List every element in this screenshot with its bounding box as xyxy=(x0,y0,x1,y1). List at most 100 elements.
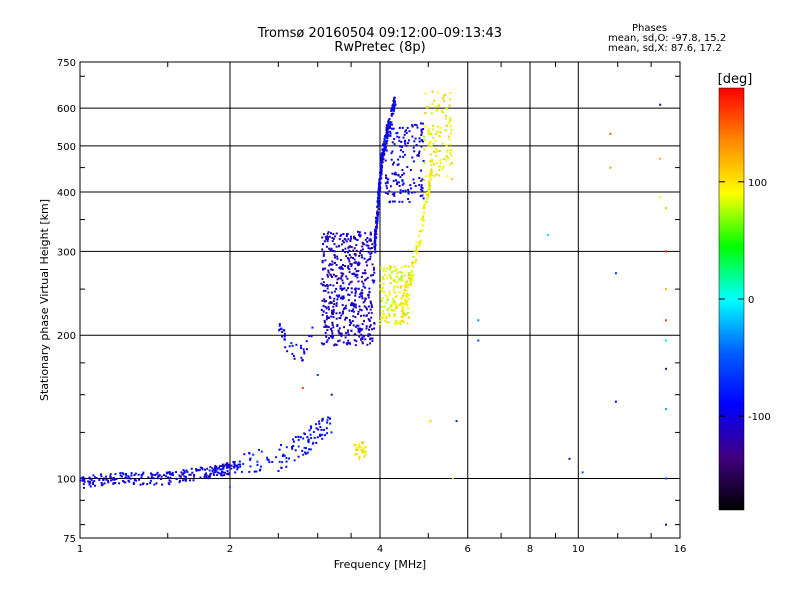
data-point xyxy=(344,318,347,321)
data-point xyxy=(347,238,350,241)
data-point xyxy=(396,131,399,134)
data-point xyxy=(182,472,185,475)
data-point xyxy=(362,448,365,450)
data-point xyxy=(371,243,374,246)
data-point xyxy=(438,103,441,106)
data-point xyxy=(341,267,343,270)
data-point xyxy=(375,220,378,223)
data-point xyxy=(407,297,410,300)
data-point xyxy=(201,468,204,471)
data-point xyxy=(249,458,252,461)
data-point xyxy=(266,456,268,459)
data-point xyxy=(335,275,338,278)
data-point xyxy=(390,152,393,155)
data-point xyxy=(414,137,417,140)
data-point xyxy=(335,302,338,305)
data-point xyxy=(347,257,350,260)
data-point xyxy=(199,466,202,469)
data-point xyxy=(135,479,138,482)
data-point xyxy=(401,316,404,318)
data-point xyxy=(344,307,347,310)
data-point xyxy=(406,142,409,145)
data-point xyxy=(183,475,186,478)
data-point xyxy=(337,340,340,343)
data-point xyxy=(429,178,432,181)
data-point xyxy=(340,314,343,317)
data-point xyxy=(169,472,171,475)
data-point xyxy=(324,236,327,239)
data-point xyxy=(665,408,667,410)
data-point xyxy=(420,179,423,182)
data-point xyxy=(406,295,409,298)
data-point xyxy=(351,320,354,323)
data-point xyxy=(260,465,262,468)
data-point xyxy=(429,172,432,175)
data-point xyxy=(118,482,121,485)
data-point xyxy=(432,136,435,139)
data-point xyxy=(156,471,159,474)
data-point xyxy=(277,470,280,472)
data-point xyxy=(396,183,398,186)
data-point xyxy=(428,141,431,144)
data-point xyxy=(293,357,296,360)
data-point xyxy=(320,342,323,345)
data-point xyxy=(350,265,353,268)
data-point xyxy=(376,212,379,215)
data-point xyxy=(391,200,394,203)
data-point xyxy=(322,289,325,292)
data-point xyxy=(386,298,389,301)
data-point xyxy=(369,308,372,311)
data-point xyxy=(382,309,385,312)
data-point xyxy=(224,463,227,466)
data-point xyxy=(372,281,375,284)
data-point xyxy=(344,304,347,307)
data-point xyxy=(281,455,284,457)
data-point xyxy=(384,148,387,151)
data-point xyxy=(420,129,423,132)
data-point xyxy=(665,339,667,342)
data-point xyxy=(371,328,373,331)
data-point xyxy=(214,471,217,474)
data-point xyxy=(428,181,431,184)
colorbar-ticks: 100 0 -100 xyxy=(719,178,771,423)
data-point xyxy=(420,218,423,221)
data-point xyxy=(374,241,377,244)
data-point xyxy=(112,482,115,485)
data-point xyxy=(420,145,423,148)
data-point xyxy=(355,249,358,252)
data-point xyxy=(427,106,430,109)
data-point xyxy=(332,326,335,329)
data-point xyxy=(390,304,393,307)
data-point xyxy=(175,471,177,473)
data-point xyxy=(370,305,373,308)
data-point xyxy=(403,265,406,268)
data-point xyxy=(256,460,259,463)
data-point xyxy=(382,144,384,147)
data-point xyxy=(319,426,322,428)
data-point xyxy=(396,272,399,275)
data-point xyxy=(429,140,432,143)
data-point xyxy=(421,229,424,232)
phases-x-stats: mean, sd,X: 87.6, 17.2 xyxy=(608,43,722,54)
data-point xyxy=(413,182,416,184)
data-point xyxy=(403,140,406,143)
data-point xyxy=(339,267,342,270)
data-point xyxy=(322,243,324,246)
data-point xyxy=(301,386,304,389)
data-point xyxy=(386,296,389,299)
data-point xyxy=(123,480,126,483)
data-point xyxy=(100,484,103,487)
data-point xyxy=(190,467,193,470)
data-point xyxy=(327,238,329,241)
data-point xyxy=(230,467,233,470)
data-point xyxy=(394,313,397,316)
data-point xyxy=(320,428,323,431)
data-point xyxy=(422,207,425,210)
data-point xyxy=(392,288,395,291)
data-point xyxy=(192,479,195,482)
data-point xyxy=(322,281,325,284)
data-point xyxy=(305,452,308,455)
data-point xyxy=(393,103,395,106)
data-point xyxy=(431,160,434,163)
data-point xyxy=(310,427,312,430)
